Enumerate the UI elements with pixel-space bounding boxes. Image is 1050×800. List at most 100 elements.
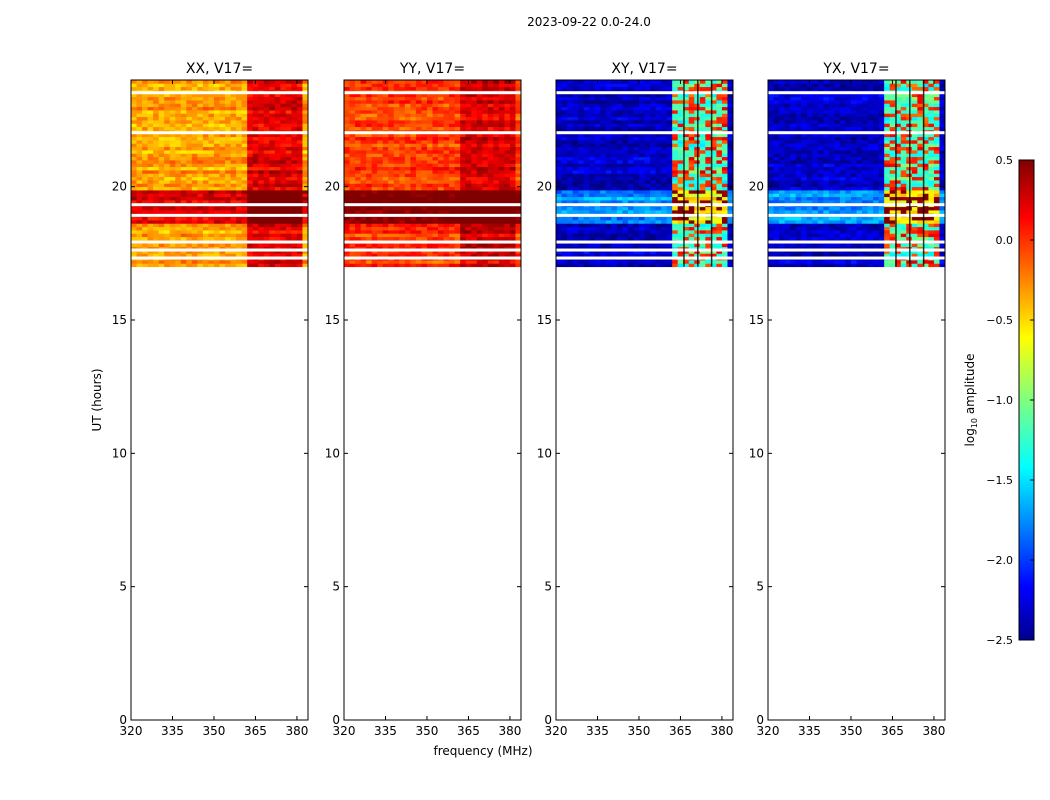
channel-edge (697, 80, 699, 267)
heatmap (556, 80, 734, 268)
data-gap (768, 240, 945, 244)
x-tick-label: 335 (374, 724, 397, 738)
data-gap (131, 91, 308, 95)
y-tick-label: 5 (544, 580, 552, 594)
y-tick-label: 15 (537, 313, 552, 327)
axes-frame (343, 79, 522, 721)
data-gap (131, 240, 308, 244)
x-tick-label: 350 (203, 724, 226, 738)
channel-edge (922, 80, 925, 267)
x-tick-label: 380 (498, 724, 521, 738)
colorbar-label: log10 amplitude (963, 354, 979, 447)
x-tick-label: 365 (881, 724, 904, 738)
data-gap (344, 91, 521, 95)
heatmap (768, 80, 946, 268)
axes-frame (555, 79, 734, 721)
colorbar-tick-label: −1.0 (986, 394, 1013, 407)
x-tick-label: 365 (457, 724, 480, 738)
data-gap (131, 248, 308, 252)
data-gap (344, 131, 521, 135)
y-tick-label: 10 (325, 446, 340, 460)
y-tick-label: 0 (544, 713, 552, 727)
x-tick-label: 380 (285, 724, 308, 738)
panel-2: YY, V17= 320 335 350 365 380 0 5 10 15 20 (325, 61, 522, 738)
y-tick-label: 20 (325, 180, 340, 194)
x-tick-label: 320 (545, 724, 568, 738)
panel-title: YX, V17= (822, 61, 889, 77)
x-tick-label: 335 (798, 724, 821, 738)
panel-3: XY, V17= 320 335 350 365 380 0 5 10 15 20 (537, 61, 734, 738)
data-gap (131, 256, 308, 260)
x-tick-label: 320 (333, 724, 356, 738)
data-gap (344, 256, 521, 260)
y-tick-label: 20 (112, 180, 127, 194)
data-gap (768, 131, 945, 135)
x-tick-label: 350 (416, 724, 439, 738)
data-gap (556, 248, 733, 252)
y-tick-label: 15 (749, 313, 764, 327)
y-tick-label: 10 (537, 446, 552, 460)
y-tick-label: 0 (756, 713, 764, 727)
y-tick-label: 20 (749, 180, 764, 194)
data-gap (131, 131, 308, 135)
colorbar: 0.5 0.0 −0.5 −1.0 −1.5 −2.0 −2.5 log10 amplitu… (963, 154, 1035, 647)
y-tick-label: 0 (119, 713, 127, 727)
y-tick-label: 10 (749, 446, 764, 460)
x-tick-label: 335 (161, 724, 184, 738)
panel-1: XX, V17= 320 335 350 365 380 0 5 10 15 20 (112, 61, 309, 738)
x-tick-label: 380 (922, 724, 945, 738)
x-tick-label: 350 (840, 724, 863, 738)
x-tick-label: 365 (244, 724, 267, 738)
x-axis-label: frequency (MHz) (433, 744, 532, 758)
heatmap (131, 80, 309, 268)
data-gap (344, 248, 521, 252)
panel-title: YY, V17= (399, 61, 465, 77)
y-tick-label: 15 (112, 313, 127, 327)
data-gap (768, 213, 945, 217)
data-gap (131, 203, 308, 207)
y-tick-label: 5 (756, 580, 764, 594)
colorbar-tick-label: −2.5 (986, 634, 1013, 647)
colorbar-tick-label: −1.5 (986, 474, 1013, 487)
x-tick-label: 320 (120, 724, 143, 738)
data-gap (556, 131, 733, 135)
panel-4: YX, V17= 320 335 350 365 380 0 5 10 15 20 (749, 61, 946, 738)
y-tick-label: 15 (325, 313, 340, 327)
data-gap (768, 256, 945, 260)
colorbar-tick-label: −2.0 (986, 554, 1013, 567)
channel-edge (909, 80, 911, 267)
data-gap (556, 213, 733, 217)
x-tick-label: 350 (628, 724, 651, 738)
axes-frame (130, 79, 309, 721)
channel-edge (710, 80, 713, 267)
y-axis-label: UT (hours) (90, 368, 104, 431)
x-tick-label: 320 (757, 724, 780, 738)
data-gap (131, 213, 308, 217)
channel-edge (895, 80, 897, 267)
x-tick-label: 335 (586, 724, 609, 738)
colorbar-tick-label: 0.5 (996, 154, 1014, 167)
data-gap (344, 213, 521, 217)
panel-title: XX, V17= (186, 61, 253, 77)
data-gap (768, 203, 945, 207)
figure-suptitle: 2023-09-22 0.0-24.0 (527, 15, 651, 29)
data-gap (556, 203, 733, 207)
y-tick-label: 10 (112, 446, 127, 460)
y-tick-label: 0 (332, 713, 340, 727)
data-gap (344, 240, 521, 244)
y-tick-label: 5 (332, 580, 340, 594)
colorbar-tick-label: −0.5 (986, 314, 1013, 327)
data-gap (344, 203, 521, 207)
heatmap (344, 80, 522, 268)
data-gap (556, 91, 733, 95)
data-gap (556, 240, 733, 244)
data-gap (768, 248, 945, 252)
y-tick-label: 20 (537, 180, 552, 194)
data-gap (556, 256, 733, 260)
panel-title: XY, V17= (611, 61, 677, 77)
axes-frame (767, 79, 946, 721)
channel-edge (683, 80, 685, 267)
x-tick-label: 380 (710, 724, 733, 738)
y-tick-label: 5 (119, 580, 127, 594)
